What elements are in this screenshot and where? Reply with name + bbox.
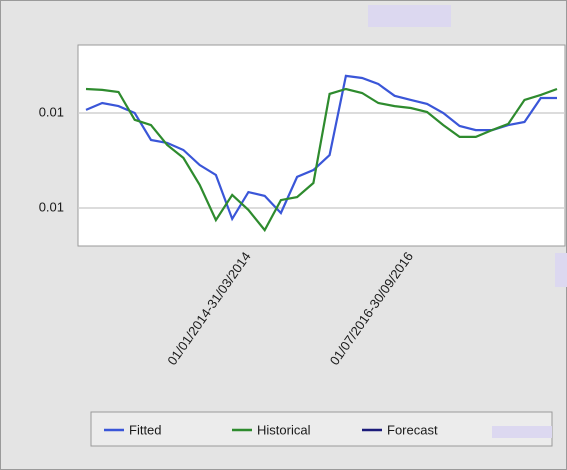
legend-label: Forecast	[387, 422, 438, 437]
overlay-box	[555, 253, 567, 287]
legend-label: Fitted	[129, 422, 162, 437]
series-line	[85, 87, 558, 233]
legend-label: Historical	[257, 422, 311, 437]
plot-area	[77, 44, 566, 247]
overlay-box	[492, 426, 552, 438]
y-tick-label: 0.01	[39, 104, 64, 119]
y-tick-label: 0.01	[39, 199, 64, 214]
grid	[78, 112, 565, 209]
legend	[90, 411, 553, 447]
overlay-box	[368, 5, 451, 27]
